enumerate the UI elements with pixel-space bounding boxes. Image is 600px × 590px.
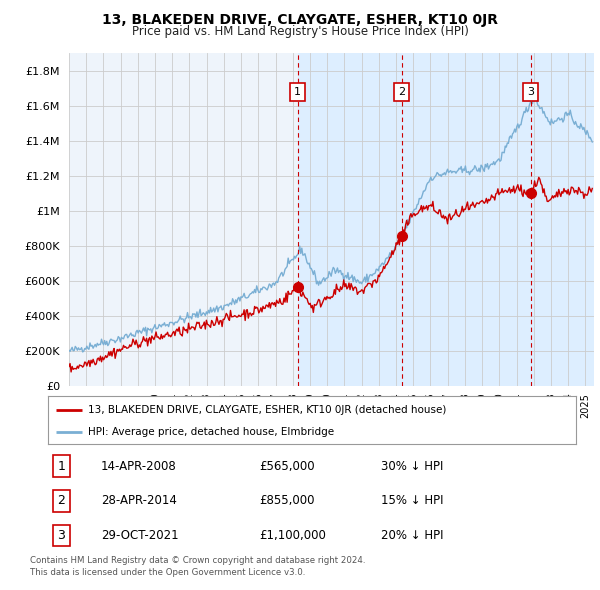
Text: £855,000: £855,000 [259, 494, 315, 507]
Text: 14-APR-2008: 14-APR-2008 [101, 460, 176, 473]
Text: HPI: Average price, detached house, Elmbridge: HPI: Average price, detached house, Elmb… [88, 427, 334, 437]
Text: 29-OCT-2021: 29-OCT-2021 [101, 529, 178, 542]
Text: 2: 2 [398, 87, 405, 97]
Text: Price paid vs. HM Land Registry's House Price Index (HPI): Price paid vs. HM Land Registry's House … [131, 25, 469, 38]
Text: This data is licensed under the Open Government Licence v3.0.: This data is licensed under the Open Gov… [30, 568, 305, 576]
Text: £1,100,000: £1,100,000 [259, 529, 326, 542]
Text: 2: 2 [57, 494, 65, 507]
Text: 13, BLAKEDEN DRIVE, CLAYGATE, ESHER, KT10 0JR: 13, BLAKEDEN DRIVE, CLAYGATE, ESHER, KT1… [102, 13, 498, 27]
Text: 3: 3 [527, 87, 535, 97]
Text: £565,000: £565,000 [259, 460, 315, 473]
Text: 1: 1 [57, 460, 65, 473]
Bar [531, 53, 594, 386]
Text: Contains HM Land Registry data © Crown copyright and database right 2024.: Contains HM Land Registry data © Crown c… [30, 556, 365, 565]
Text: 13, BLAKEDEN DRIVE, CLAYGATE, ESHER, KT10 0JR (detached house): 13, BLAKEDEN DRIVE, CLAYGATE, ESHER, KT1… [88, 405, 446, 415]
Text: 30% ↓ HPI: 30% ↓ HPI [380, 460, 443, 473]
Text: 20% ↓ HPI: 20% ↓ HPI [380, 529, 443, 542]
Text: 1: 1 [294, 87, 301, 97]
Bar [298, 53, 402, 386]
Text: 3: 3 [57, 529, 65, 542]
Bar [402, 53, 531, 386]
Text: 15% ↓ HPI: 15% ↓ HPI [380, 494, 443, 507]
Text: 28-APR-2014: 28-APR-2014 [101, 494, 176, 507]
